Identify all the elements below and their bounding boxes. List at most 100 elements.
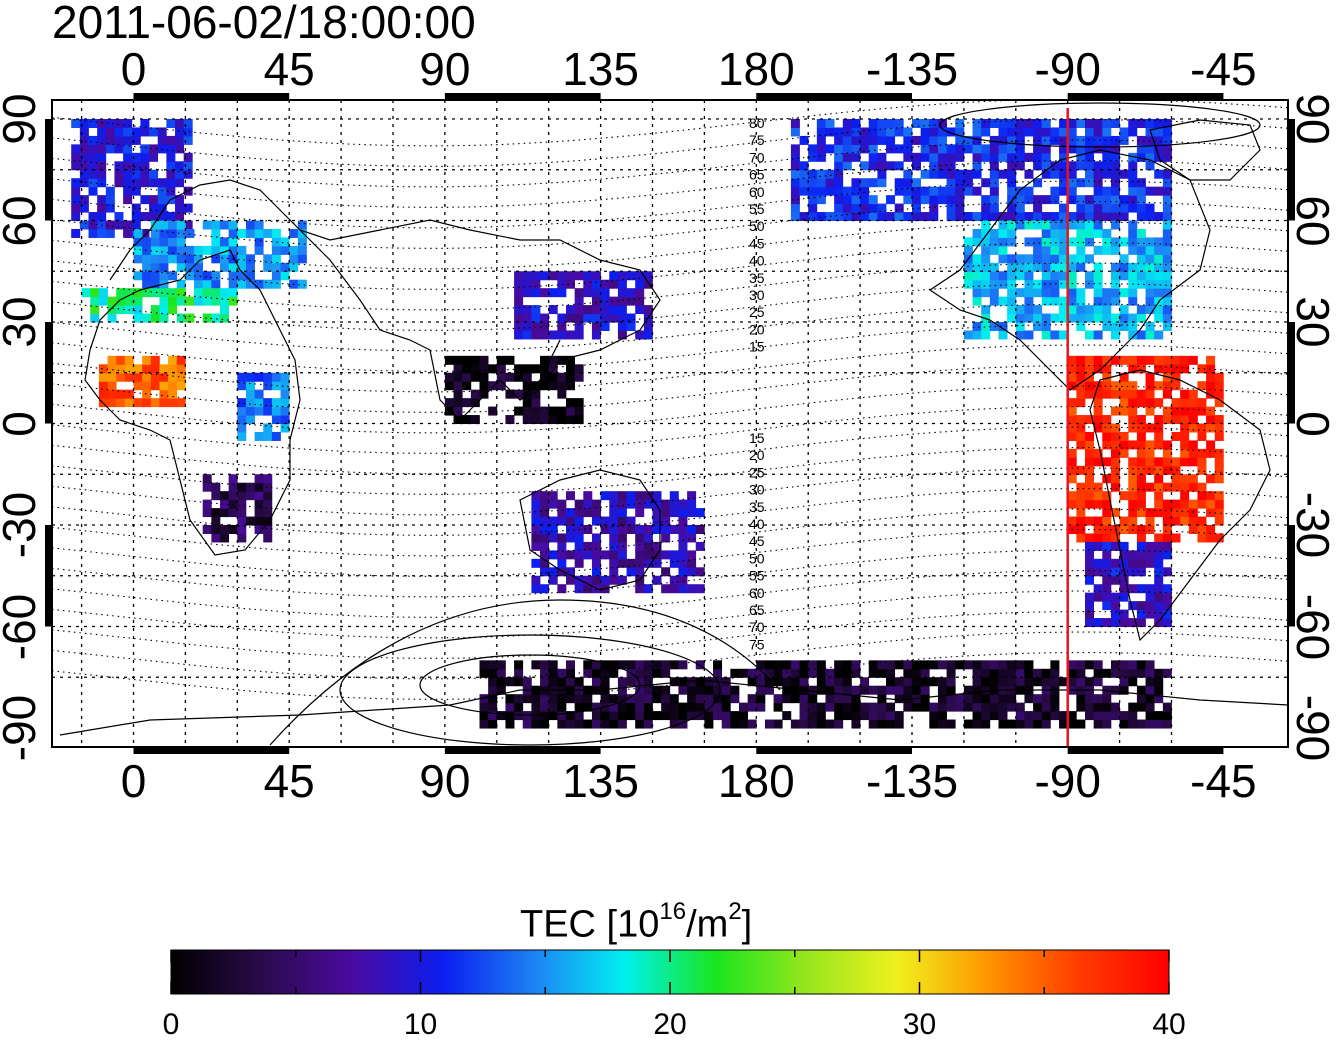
tec-cell bbox=[1162, 186, 1172, 196]
tec-cell bbox=[998, 296, 1008, 306]
tec-cell bbox=[946, 186, 956, 196]
dip-label: 65 bbox=[749, 602, 765, 618]
tec-cell bbox=[1110, 668, 1120, 678]
tec-cell bbox=[107, 381, 117, 391]
tec-cell bbox=[1128, 474, 1138, 484]
tec-cell bbox=[912, 685, 921, 695]
tec-cell bbox=[140, 161, 150, 171]
tec-cell bbox=[1085, 592, 1094, 602]
tec-cell bbox=[479, 355, 489, 365]
tec-cell bbox=[254, 279, 264, 289]
tec-cell bbox=[123, 161, 133, 171]
tec-cell bbox=[1059, 719, 1069, 729]
tec-cell bbox=[816, 169, 826, 179]
tec-cell bbox=[790, 685, 800, 695]
tec-cell bbox=[1154, 482, 1164, 492]
tec-cell bbox=[1024, 330, 1034, 340]
tec-cell bbox=[1093, 305, 1103, 315]
tec-cell bbox=[540, 322, 550, 331]
tec-cell bbox=[1162, 389, 1172, 399]
tec-cell bbox=[989, 195, 999, 205]
tec-cell bbox=[816, 127, 826, 137]
tec-cell bbox=[1085, 660, 1094, 670]
tec-cell bbox=[591, 313, 601, 323]
tec-cell bbox=[704, 685, 714, 695]
tec-cell bbox=[1128, 330, 1138, 340]
tec-cell bbox=[1128, 719, 1138, 729]
tec-cell bbox=[116, 288, 126, 298]
tec-cell bbox=[548, 499, 558, 509]
tec-cell bbox=[105, 135, 115, 145]
tec-cell bbox=[678, 719, 688, 729]
tec-cell bbox=[548, 567, 558, 577]
tec-cell bbox=[1171, 398, 1181, 408]
dip-label: 25 bbox=[749, 304, 765, 320]
tec-cell bbox=[220, 305, 229, 315]
tec-cell bbox=[816, 212, 826, 222]
tec-cell bbox=[963, 169, 973, 179]
tec-cell bbox=[1136, 474, 1146, 484]
tec-cell bbox=[1059, 313, 1069, 323]
tec-cell bbox=[626, 296, 636, 306]
tec-cell bbox=[1145, 550, 1155, 560]
tec-cell bbox=[1085, 169, 1094, 179]
tec-cell bbox=[79, 127, 89, 137]
tec-cell bbox=[756, 702, 766, 712]
tec-cell bbox=[280, 415, 290, 425]
tec-cell bbox=[1041, 237, 1051, 247]
tec-cell bbox=[989, 279, 999, 289]
tec-cell bbox=[488, 668, 498, 678]
tec-cell bbox=[1024, 694, 1034, 704]
tec-cell bbox=[600, 313, 610, 323]
tec-cell bbox=[1007, 668, 1017, 678]
tec-cell bbox=[842, 152, 852, 162]
tec-cell bbox=[254, 389, 264, 399]
tec-cell bbox=[183, 127, 193, 137]
tec-cell bbox=[816, 677, 826, 687]
tec-cell bbox=[687, 584, 697, 594]
tec-cell bbox=[168, 296, 178, 306]
tec-cell bbox=[920, 152, 930, 162]
tec-cell bbox=[1119, 677, 1129, 687]
axis-bar-left bbox=[45, 119, 52, 221]
tec-cell bbox=[1136, 203, 1146, 213]
tec-cell bbox=[1067, 364, 1077, 374]
tec-cell bbox=[877, 203, 887, 213]
tec-cell bbox=[860, 685, 870, 695]
tec-cell bbox=[998, 254, 1008, 264]
tec-cell bbox=[1162, 541, 1172, 551]
tec-cell bbox=[1093, 195, 1103, 205]
tec-cell bbox=[1110, 448, 1120, 458]
tec-cell bbox=[150, 305, 160, 315]
tec-cell bbox=[1145, 457, 1155, 467]
tec-cell bbox=[600, 660, 610, 670]
tec-cell bbox=[488, 364, 498, 374]
tec-cell bbox=[1154, 415, 1164, 425]
tec-cell bbox=[643, 558, 653, 568]
tec-cell bbox=[1180, 457, 1190, 467]
tec-cell bbox=[617, 702, 627, 712]
tec-cell bbox=[168, 305, 178, 315]
tec-cell bbox=[1136, 431, 1146, 441]
tec-cell bbox=[1162, 152, 1172, 162]
tec-cell bbox=[955, 195, 965, 205]
tec-cell bbox=[1067, 423, 1077, 433]
tec-cell bbox=[1102, 558, 1112, 568]
tec-cell bbox=[1050, 220, 1060, 230]
tec-cell bbox=[834, 144, 844, 154]
tec-cell bbox=[557, 499, 567, 509]
tec-cell bbox=[981, 212, 991, 222]
tec-cell bbox=[790, 668, 800, 678]
tec-cell bbox=[1085, 550, 1094, 560]
tec-cell bbox=[903, 135, 913, 145]
tec-cell bbox=[635, 288, 645, 298]
tec-cell bbox=[600, 279, 610, 289]
tec-cell bbox=[228, 482, 238, 492]
tec-cell bbox=[1188, 440, 1198, 450]
tec-cell bbox=[462, 372, 472, 382]
tec-cell bbox=[1171, 381, 1181, 391]
tec-cell bbox=[834, 169, 844, 179]
tec-cell bbox=[1162, 601, 1172, 611]
tec-cell bbox=[166, 119, 176, 128]
tec-cell bbox=[540, 677, 550, 687]
